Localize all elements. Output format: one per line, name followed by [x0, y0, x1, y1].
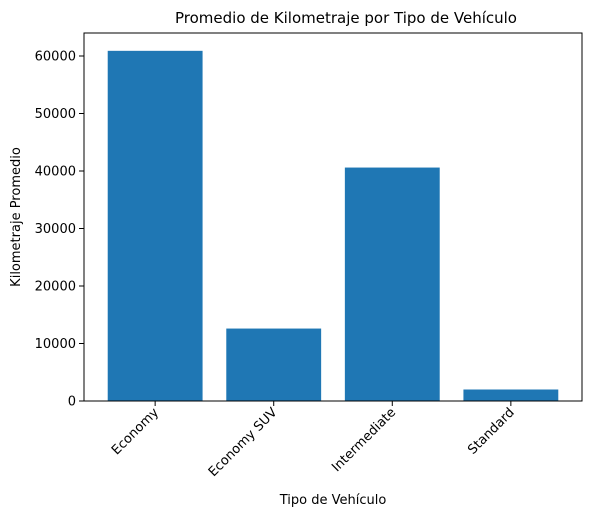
- y-axis-title: Kilometraje Promedio: [9, 147, 24, 287]
- y-tick-label: 60000: [35, 50, 76, 65]
- plot-frame: [83, 32, 583, 402]
- x-tick-label: Economy: [109, 405, 162, 458]
- y-tick-label: 50000: [35, 107, 76, 122]
- bar-economy: [107, 50, 203, 401]
- chart-title: Promedio de Kilometraje por Tipo de Vehí…: [175, 9, 517, 27]
- x-tick-label: Economy SUV: [206, 405, 281, 480]
- bars-layer: [107, 50, 559, 401]
- x-tick-label: Intermediate: [329, 405, 399, 475]
- y-tick-label: 0: [68, 395, 76, 410]
- y-tick-label: 30000: [35, 222, 76, 237]
- bar-economy-suv: [226, 328, 322, 401]
- x-axis-title: Tipo de Vehículo: [279, 493, 387, 508]
- bar-standard: [463, 389, 559, 401]
- y-tick-label: 10000: [35, 337, 76, 352]
- x-tick-label: Standard: [465, 405, 517, 457]
- y-tick-label: 40000: [35, 165, 76, 180]
- bar-intermediate: [344, 167, 440, 401]
- ticks-layer: 0 10000 20000 30000 40000 50000 60000 Economy Ec…: [35, 50, 518, 480]
- y-tick-label: 20000: [35, 280, 76, 295]
